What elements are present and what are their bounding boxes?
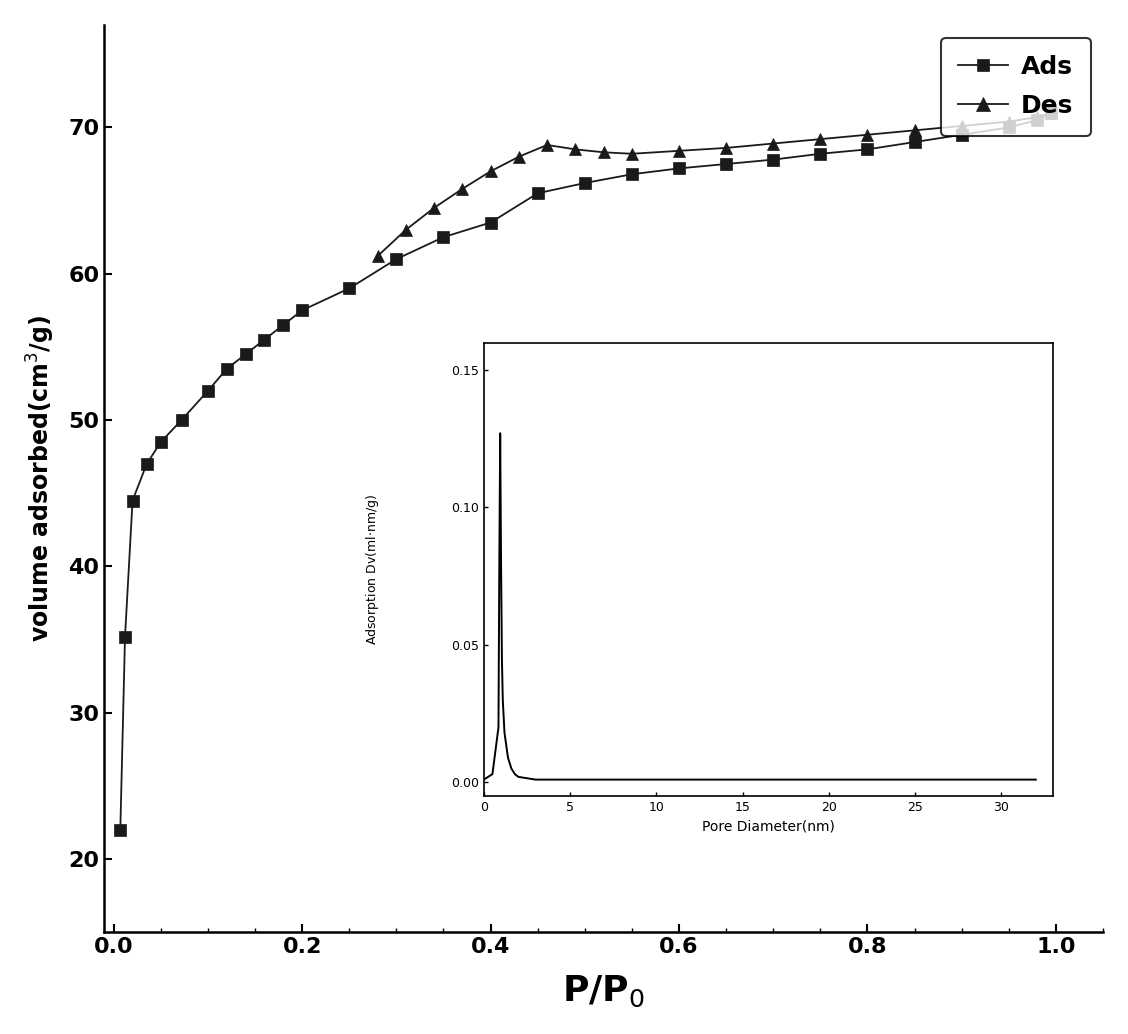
Ads — [955, 128, 969, 141]
Ads — [484, 216, 497, 229]
Ads — [1030, 114, 1043, 126]
Des — [569, 143, 582, 155]
Ads — [720, 158, 733, 171]
Ads — [140, 458, 153, 470]
Des — [512, 151, 526, 163]
Ads — [1045, 107, 1058, 119]
Ads — [578, 177, 591, 189]
Y-axis label: volume adsorbed(cm$^3$/g): volume adsorbed(cm$^3$/g) — [25, 315, 58, 642]
Des — [428, 202, 441, 214]
Des — [720, 142, 733, 154]
Des — [908, 124, 922, 136]
Des — [1030, 111, 1043, 123]
Ads — [239, 348, 253, 361]
Ads — [766, 153, 779, 165]
Ads — [175, 414, 188, 426]
Ads — [672, 162, 686, 175]
Legend: Ads, Des: Ads, Des — [941, 37, 1091, 135]
Ads — [126, 494, 140, 507]
Des — [456, 183, 469, 195]
Des — [625, 148, 638, 160]
Ads — [257, 333, 271, 345]
Ads — [813, 148, 827, 160]
Ads — [296, 304, 309, 316]
Des — [484, 165, 497, 178]
Des — [540, 139, 554, 151]
Ads — [389, 253, 403, 266]
Ads — [1002, 121, 1015, 133]
Ads — [155, 435, 168, 448]
Ads — [861, 143, 874, 155]
Des — [371, 250, 385, 263]
Des — [399, 223, 413, 236]
Ads — [531, 187, 545, 200]
X-axis label: P/P$_0$: P/P$_0$ — [562, 974, 645, 1009]
Line: Ads: Ads — [115, 108, 1057, 835]
Ads — [201, 385, 214, 397]
Ads — [118, 631, 132, 643]
Ads — [220, 363, 233, 375]
Des — [861, 128, 874, 141]
Des — [955, 120, 969, 132]
Ads — [437, 231, 450, 243]
Ads — [343, 282, 356, 295]
Ads — [625, 169, 638, 181]
Des — [672, 145, 686, 157]
Des — [766, 138, 779, 150]
Ads — [114, 823, 127, 835]
Ads — [908, 135, 922, 148]
Line: Des: Des — [371, 107, 1057, 263]
Des — [813, 133, 827, 146]
Des — [1045, 107, 1058, 119]
Des — [1002, 116, 1015, 128]
Des — [597, 146, 610, 158]
Ads — [276, 318, 290, 331]
